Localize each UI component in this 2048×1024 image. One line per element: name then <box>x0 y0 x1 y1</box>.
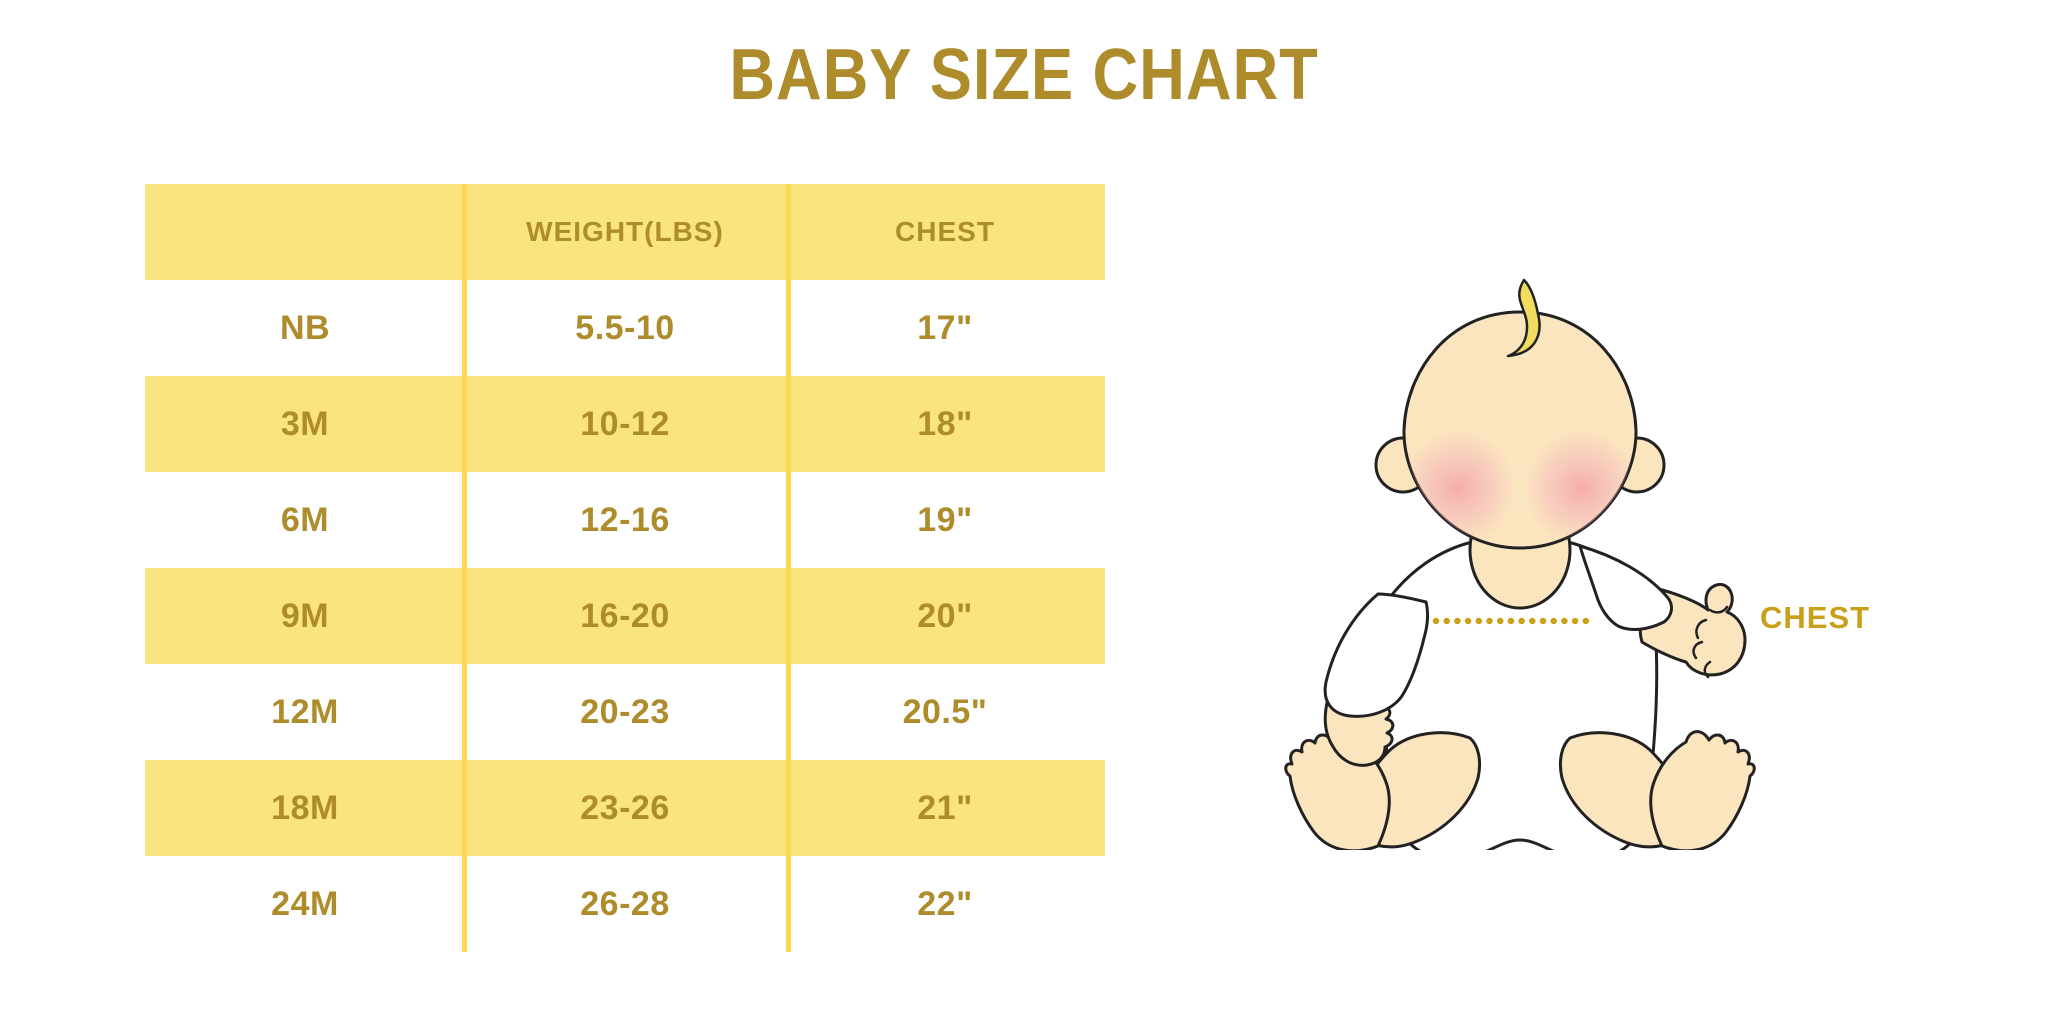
table-row: 12M 20-23 20.5" <box>145 664 1105 760</box>
cell-chest: 20" <box>917 596 973 635</box>
baby-illustration: CHEST <box>1240 250 1880 861</box>
cell-weight: 23-26 <box>580 788 670 827</box>
cell-weight: 20-23 <box>580 692 670 731</box>
cell-chest: 18" <box>917 404 973 443</box>
baby-sleeve-left <box>1323 592 1429 718</box>
table-row: NB 5.5-10 17" <box>145 280 1105 376</box>
cell-size: NB <box>279 308 331 347</box>
cell-weight: 26-28 <box>580 884 670 923</box>
cell-weight: 16-20 <box>580 596 670 635</box>
cell-weight: 10-12 <box>580 404 670 443</box>
table-row: 3M 10-12 18" <box>145 376 1105 472</box>
page-title: BABY SIZE CHART <box>729 35 1319 115</box>
table-row: 9M 16-20 20" <box>145 568 1105 664</box>
table-row: 18M 23-26 21" <box>145 760 1105 856</box>
cell-size: 3M <box>280 404 330 443</box>
table-column-divider <box>786 184 791 952</box>
cell-size: 24M <box>271 884 339 923</box>
baby-foot-right <box>1649 730 1756 853</box>
header-weight: WEIGHT(LBS) <box>526 216 724 247</box>
table-row: 24M 26-28 22" <box>145 856 1105 952</box>
baby-hair-curl-icon <box>1506 278 1541 358</box>
table-column-divider <box>462 184 467 952</box>
baby-sleeve-right <box>1577 543 1673 631</box>
cell-chest: 21" <box>917 788 973 827</box>
chest-label: CHEST <box>1760 600 1870 635</box>
table-header-row: WEIGHT(LBS) CHEST <box>145 184 1105 280</box>
size-table: WEIGHT(LBS) CHEST NB 5.5-10 17" 3M 10-12… <box>145 184 1105 952</box>
cell-weight: 12-16 <box>580 500 670 539</box>
cell-chest: 20.5" <box>902 692 988 731</box>
cell-weight: 5.5-10 <box>575 308 675 347</box>
cell-chest: 22" <box>917 884 973 923</box>
cell-chest: 17" <box>917 308 973 347</box>
baby-fist-knuckle-lines <box>1692 605 1729 679</box>
header-chest: CHEST <box>895 216 995 247</box>
cell-size: 18M <box>271 788 339 827</box>
cell-chest: 19" <box>917 500 973 539</box>
cell-size: 12M <box>271 692 339 731</box>
cell-size: 9M <box>280 596 330 635</box>
header-size <box>145 184 465 280</box>
table-row: 6M 12-16 19" <box>145 472 1105 568</box>
cell-size: 6M <box>280 500 330 539</box>
baby-illustration-svg: CHEST <box>1284 278 1870 861</box>
